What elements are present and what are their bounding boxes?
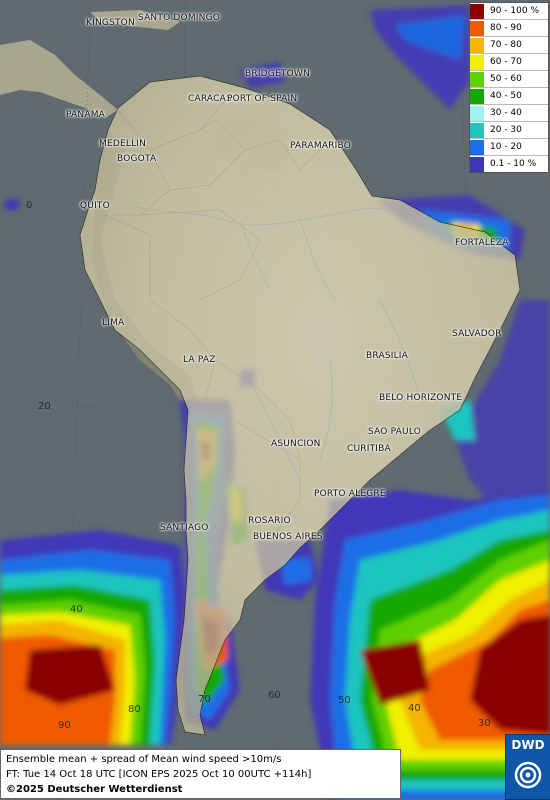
grid-label-70: 70 xyxy=(198,694,211,705)
caption-forecast-time: FT: Tue 14 Oct 18 UTC [ICON EPS 2025 Oct… xyxy=(6,769,312,780)
grid-label-30: 30 xyxy=(478,718,491,729)
legend-swatch xyxy=(470,54,484,70)
central-america-land xyxy=(0,40,118,118)
grid-label-40-east: 40 xyxy=(408,703,421,714)
legend-swatch xyxy=(470,88,484,104)
city-label-curitiba: CURITIBA xyxy=(347,444,391,454)
legend-row: 0.1 - 10 % xyxy=(470,156,548,172)
legend-label: 0.1 - 10 % xyxy=(490,159,537,169)
city-label-porto-alegre: PORTO ALEGRE xyxy=(314,489,386,499)
city-label-medellin: MEDELLIN xyxy=(99,139,147,149)
dwd-swirl-icon xyxy=(514,761,542,789)
city-label-lima: LIMA xyxy=(102,318,125,328)
grid-label-80: 80 xyxy=(128,704,141,715)
legend-row: 90 - 100 % xyxy=(470,3,548,20)
legend-swatch xyxy=(470,156,484,172)
legend-label: 40 - 50 xyxy=(490,91,522,101)
city-label-salvador: SALVADOR xyxy=(452,329,502,339)
legend-label: 50 - 60 xyxy=(490,74,522,84)
city-label-la-paz: LA PAZ xyxy=(183,355,216,365)
legend-label: 80 - 90 xyxy=(490,23,522,33)
city-label-sao-paulo: SAO PAULO xyxy=(368,427,421,437)
legend-row: 30 - 40 xyxy=(470,105,548,122)
city-label-panama: PANAMA xyxy=(66,110,106,120)
city-label-paramaribo: PARAMARIBO xyxy=(290,141,351,151)
map-caption: Ensemble mean + spread of Mean wind spee… xyxy=(0,749,401,799)
probability-legend: 90 - 100 % 80 - 90 70 - 80 60 - 70 50 - 60 40… xyxy=(469,2,549,173)
legend-swatch xyxy=(470,71,484,87)
legend-swatch xyxy=(470,139,484,155)
city-label-buenos-aires: BUENOS AIRES xyxy=(253,532,323,542)
grid-label-20: 20 xyxy=(38,401,51,412)
legend-row: 80 - 90 xyxy=(470,20,548,37)
caribbean-island xyxy=(90,10,180,30)
legend-label: 20 - 30 xyxy=(490,125,522,135)
city-label-asuncion: ASUNCION xyxy=(271,439,321,449)
city-label-bogota: BOGOTA xyxy=(117,154,157,164)
wind-overlay-pacific xyxy=(0,530,185,745)
legend-row: 60 - 70 xyxy=(470,54,548,71)
city-label-port-of-spain: PORT OF SPAIN xyxy=(227,94,298,104)
legend-label: 70 - 80 xyxy=(490,40,522,50)
legend-swatch xyxy=(470,37,484,53)
legend-swatch xyxy=(470,3,484,19)
grid-label-40: 40 xyxy=(70,604,83,615)
city-label-belo-horizonte: BELO HORIZONTE xyxy=(379,393,463,403)
caption-copyright: ©2025 Deutscher Wetterdienst xyxy=(6,784,183,795)
city-label-fortaleza: FORTALEZA xyxy=(455,238,509,248)
legend-swatch xyxy=(470,122,484,138)
dwd-logo-text: DWD xyxy=(511,738,545,752)
city-label-caracas: CARACAS xyxy=(188,94,232,104)
city-label-santiago: SANTIAGO xyxy=(160,523,209,533)
grid-label-50: 50 xyxy=(338,695,351,706)
grid-label-0: 0 xyxy=(26,200,33,211)
caption-product: Ensemble mean + spread of Mean wind spee… xyxy=(6,754,282,765)
legend-swatch xyxy=(470,105,484,121)
legend-label: 10 - 20 xyxy=(490,142,522,152)
legend-row: 20 - 30 xyxy=(470,122,548,139)
legend-label: 60 - 70 xyxy=(490,57,522,67)
city-label-bridgetown: BRIDGETOWN xyxy=(245,69,310,79)
legend-label: 30 - 40 xyxy=(490,108,522,118)
dwd-logo: DWD xyxy=(505,734,550,800)
legend-swatch xyxy=(470,20,484,36)
city-label-kingston: KINGSTON xyxy=(86,18,135,28)
city-label-santo-domingo: SANTO DOMINGO xyxy=(138,13,221,23)
city-label-brasilia: BRASILIA xyxy=(366,351,409,361)
legend-row: 70 - 80 xyxy=(470,37,548,54)
legend-row: 40 - 50 xyxy=(470,88,548,105)
city-label-rosario: ROSARIO xyxy=(248,516,291,526)
legend-label: 90 - 100 % xyxy=(490,6,540,16)
grid-label-90: 90 xyxy=(58,720,71,731)
city-label-quito: QUITO xyxy=(80,201,110,211)
legend-row: 50 - 60 xyxy=(470,71,548,88)
legend-row: 10 - 20 xyxy=(470,139,548,156)
grid-label-60: 60 xyxy=(268,690,281,701)
wind-overlay-atlantic xyxy=(310,300,550,800)
